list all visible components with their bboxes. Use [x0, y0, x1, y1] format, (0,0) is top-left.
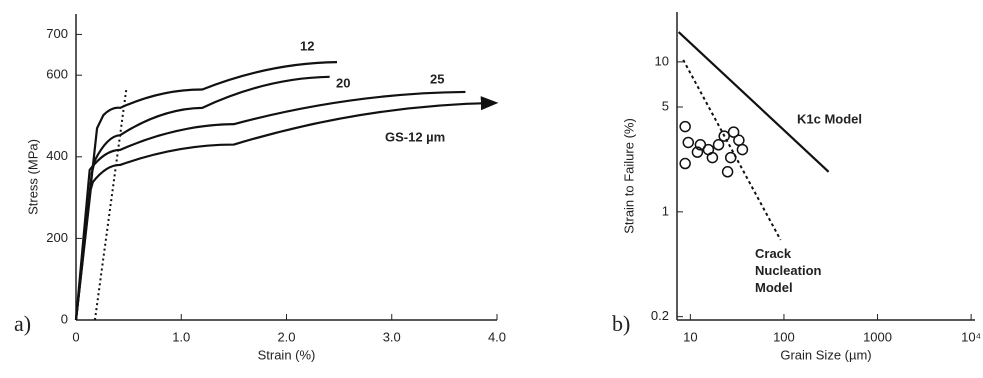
series-label: K1c Model [797, 111, 862, 126]
y-tick-label: 200 [46, 230, 68, 245]
data-point [706, 151, 719, 164]
y-tick-label: 0 [61, 311, 68, 326]
series-line [74, 90, 466, 321]
x-tick-label: 100 [773, 329, 795, 344]
series-line [677, 31, 830, 173]
x-axis-label: Grain Size (µm) [780, 347, 871, 362]
series-line [74, 75, 330, 321]
series-line [74, 61, 338, 321]
y-tick-label: 1 [662, 203, 669, 218]
data-point [691, 146, 704, 158]
data-point [727, 126, 740, 138]
series-label: GS-12 µm [385, 129, 445, 144]
y-tick-label: 0.2 [651, 308, 669, 323]
data-point [718, 130, 730, 142]
data-point [679, 157, 691, 170]
x-tick-label: 3.0 [383, 329, 401, 344]
data-point [682, 136, 695, 149]
x-tick-label: 10⁴ [961, 329, 981, 344]
y-tick-label: 10 [655, 53, 669, 68]
data-point [724, 151, 737, 164]
y-axis-label: Stress (MPa) [25, 139, 40, 215]
data-point [679, 120, 691, 133]
series-label: 20 [336, 75, 350, 90]
series-label: Crack Nucleation Model [755, 246, 825, 295]
data-point [736, 143, 749, 156]
data-point [712, 139, 725, 151]
x-tick-label: 0 [72, 329, 79, 344]
y-axis-label: Strain to Failure (%) [621, 118, 636, 234]
y-tick-label: 700 [46, 26, 68, 41]
x-axis-label: Strain (%) [258, 347, 316, 362]
series-label: 25 [430, 71, 444, 86]
x-tick-label: 1000 [863, 329, 892, 344]
panel-label: b) [612, 311, 630, 336]
y-tick-label: 400 [46, 148, 68, 163]
y-tick-label: 5 [662, 98, 669, 113]
x-tick-label: 4.0 [488, 329, 506, 344]
x-tick-label: 1.0 [172, 329, 190, 344]
data-point [721, 166, 734, 178]
x-tick-label: 10 [683, 329, 697, 344]
x-tick-label: 2.0 [277, 329, 295, 344]
panel-label: a) [14, 311, 31, 336]
y-tick-label: 600 [46, 67, 68, 82]
series-label: 12 [300, 38, 314, 53]
series-line [93, 87, 128, 321]
data-point [733, 134, 745, 147]
series-line [74, 96, 499, 321]
series-line [682, 59, 782, 241]
